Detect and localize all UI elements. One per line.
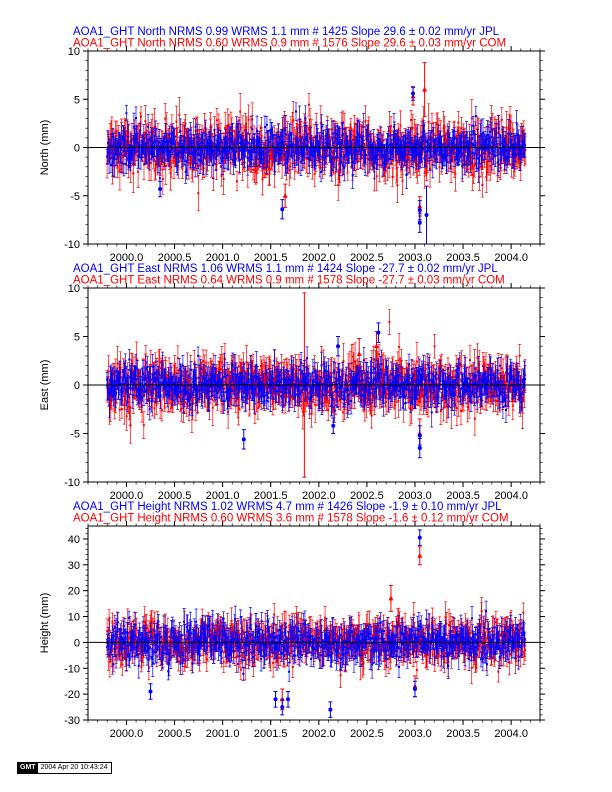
outlier-point — [148, 683, 153, 700]
points-jpl — [106, 610, 526, 675]
outlier-point — [412, 680, 417, 698]
x-tick-label: 2004.0 — [494, 728, 528, 740]
panel-2: AOA1_GHT East NRMS 1.06 WRMS 1.1 mm # 14… — [39, 263, 545, 502]
outlier-point — [422, 62, 428, 118]
x-tick-label: 2001.5 — [254, 490, 288, 502]
outlier-point — [328, 701, 333, 718]
y-axis-label: Height (mm) — [39, 593, 51, 654]
panel-1: AOA1_GHT North NRMS 0.99 WRMS 1.1 mm # 1… — [39, 26, 545, 264]
header-line-com: AOA1_GHT East NRMS 0.64 WRMS 0.9 mm # 15… — [73, 275, 505, 287]
y-tick-label: 10 — [68, 46, 80, 58]
x-tick-label: 2003.5 — [446, 490, 480, 502]
outlier-point — [388, 584, 394, 612]
y-tick-label: 40 — [68, 534, 80, 546]
outlier-point — [417, 437, 422, 459]
y-tick-label: 5 — [74, 94, 80, 106]
x-tick-label: 2001.5 — [254, 252, 288, 264]
y-tick-label: 10 — [68, 612, 80, 624]
x-tick-label: 2001.0 — [206, 490, 240, 502]
header-line-com: AOA1_GHT North NRMS 0.60 WRMS 0.9 mm # 1… — [73, 38, 506, 50]
y-tick-label: 0 — [74, 143, 80, 155]
y-tick-label: -20 — [64, 689, 80, 701]
gmt-timestamp-stamp: GMT 2004 Apr 20 10:43:24 — [17, 762, 112, 774]
outlier-point — [158, 180, 163, 198]
panel-3: AOA1_GHT Height NRMS 1.02 WRMS 4.7 mm # … — [39, 501, 545, 740]
y-tick-label: -5 — [70, 191, 80, 203]
plot-frame — [87, 525, 541, 721]
x-tick-label: 2001.0 — [206, 252, 240, 264]
outlier-point — [282, 183, 288, 208]
x-tick-label: 2000.5 — [158, 728, 192, 740]
y-tick-label: -30 — [64, 715, 80, 727]
x-tick-label: 2002.5 — [350, 490, 384, 502]
timestamp: 2004 Apr 20 10:43:24 — [37, 763, 111, 773]
x-tick-label: 2004.0 — [494, 252, 528, 264]
gmt-logo: GMT — [18, 763, 38, 773]
outlier-point — [331, 417, 336, 434]
outlier-point — [376, 322, 381, 343]
outlier-point — [280, 698, 285, 716]
y-tick-label: -10 — [64, 663, 80, 675]
header-line-jpl: AOA1_GHT East NRMS 1.06 WRMS 1.1 mm # 14… — [73, 263, 498, 275]
y-tick-label: 0 — [74, 380, 80, 392]
data-points — [105, 62, 527, 244]
y-tick-label: 20 — [68, 586, 80, 598]
outlier-point — [417, 529, 422, 546]
x-tick-label: 2000.0 — [110, 490, 144, 502]
x-tick-label: 2000.0 — [110, 728, 144, 740]
series-jpl — [105, 529, 527, 718]
points-jpl — [106, 110, 526, 180]
header-line-jpl: AOA1_GHT Height NRMS 1.02 WRMS 4.7 mm # … — [73, 501, 502, 513]
y-tick-label: -10 — [64, 477, 80, 489]
header-line-jpl: AOA1_GHT North NRMS 0.99 WRMS 1.1 mm # 1… — [73, 26, 500, 38]
x-tick-label: 2001.0 — [206, 728, 240, 740]
series-jpl — [105, 322, 527, 459]
x-tick-label: 2004.0 — [494, 490, 528, 502]
x-tick-label: 2000.5 — [158, 252, 192, 264]
y-axis-label: East (mm) — [39, 360, 51, 411]
x-tick-label: 2003.5 — [446, 728, 480, 740]
outlier-point — [241, 429, 246, 450]
series-jpl — [105, 86, 527, 244]
x-tick-label: 2000.5 — [158, 490, 192, 502]
y-axis-label: North (mm) — [39, 120, 51, 176]
x-tick-label: 2002.5 — [350, 728, 384, 740]
x-tick-label: 2003.0 — [398, 490, 432, 502]
outlier-point — [336, 336, 341, 357]
x-tick-label: 2003.0 — [398, 252, 432, 264]
x-tick-label: 2000.0 — [110, 252, 144, 264]
outlier-point — [286, 691, 291, 708]
x-tick-label: 2003.5 — [446, 252, 480, 264]
data-points — [105, 529, 527, 718]
outlier-point — [273, 691, 278, 708]
outlier-point — [280, 199, 285, 220]
x-tick-label: 2001.5 — [254, 728, 288, 740]
outlier-point — [417, 212, 422, 233]
x-tick-label: 2003.0 — [398, 728, 432, 740]
y-tick-label: 5 — [74, 332, 80, 344]
x-tick-label: 2002.5 — [350, 252, 384, 264]
x-tick-label: 2002.0 — [302, 252, 336, 264]
outlier-point — [424, 185, 429, 244]
y-tick-label: -10 — [64, 239, 80, 251]
x-tick-label: 2002.0 — [302, 490, 336, 502]
outlier-point — [411, 86, 416, 101]
y-tick-label: -5 — [70, 429, 80, 441]
y-tick-label: 10 — [68, 283, 80, 295]
x-tick-label: 2002.0 — [302, 728, 336, 740]
y-tick-label: 0 — [74, 637, 80, 649]
header-line-com: AOA1_GHT Height NRMS 0.60 WRMS 3.6 mm # … — [73, 513, 509, 525]
y-tick-label: 30 — [68, 560, 80, 572]
outlier-point — [417, 546, 423, 566]
